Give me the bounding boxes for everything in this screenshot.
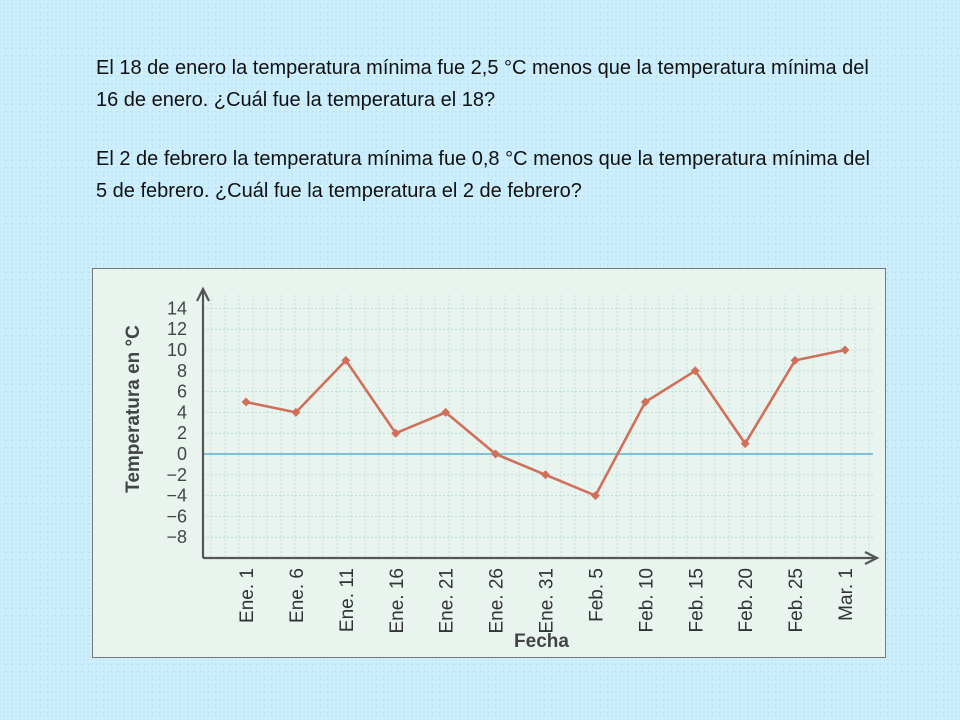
data-point bbox=[640, 397, 650, 407]
y-tick-label: 0 bbox=[177, 444, 187, 464]
y-tick-label: 2 bbox=[177, 423, 187, 443]
x-tick-label: Ene. 31 bbox=[537, 568, 558, 634]
x-tick-label: Feb. 20 bbox=[736, 568, 757, 632]
y-tick-label: −4 bbox=[166, 486, 187, 506]
y-tick-label: −6 bbox=[166, 506, 187, 526]
x-tick-label: Feb. 5 bbox=[586, 568, 607, 622]
data-point bbox=[541, 470, 550, 480]
x-tick-label: Ene. 6 bbox=[287, 568, 308, 623]
x-tick-label: Ene. 21 bbox=[437, 568, 458, 634]
y-tick-label: −8 bbox=[166, 527, 187, 547]
x-tick-label: Feb. 15 bbox=[686, 568, 707, 632]
data-point bbox=[241, 397, 251, 407]
x-tick-label: Ene. 26 bbox=[487, 568, 508, 634]
data-point bbox=[291, 407, 301, 417]
y-tick-label: 10 bbox=[167, 340, 187, 360]
x-tick-label: Ene. 1 bbox=[237, 568, 258, 623]
y-axis-title: Temperatura en °C bbox=[123, 325, 144, 493]
temperature-chart: 14 12 10 8 6 4 2 0 −2 −4 −6 −8 Temperatura en °C Ene.… bbox=[92, 268, 886, 658]
data-point bbox=[790, 355, 800, 365]
x-tick-label: Feb. 10 bbox=[636, 568, 657, 632]
y-tick-label: 4 bbox=[177, 402, 187, 422]
y-tick-label: −2 bbox=[166, 465, 187, 485]
x-tick-label: Ene. 11 bbox=[337, 568, 358, 632]
data-point bbox=[840, 345, 850, 355]
y-tick-label: 14 bbox=[167, 298, 187, 318]
y-tick-label: 12 bbox=[167, 319, 187, 339]
data-point bbox=[441, 407, 451, 417]
x-tick-label: Mar. 1 bbox=[836, 568, 857, 621]
data-point bbox=[740, 439, 750, 449]
data-point bbox=[391, 428, 401, 438]
question-2-text: El 2 de febrero la temperatura mínima fu… bbox=[96, 148, 870, 202]
y-tick-label: 6 bbox=[177, 382, 187, 402]
x-axis-title: Fecha bbox=[514, 631, 569, 652]
y-axis-arrow-icon bbox=[196, 286, 210, 302]
x-tick-label: Ene. 16 bbox=[387, 568, 408, 634]
question-1-text: El 18 de enero la temperatura mínima fue… bbox=[96, 57, 869, 111]
x-tick-label: Feb. 25 bbox=[786, 568, 807, 632]
data-point bbox=[690, 366, 700, 376]
y-tick-label: 8 bbox=[177, 361, 187, 381]
data-point bbox=[491, 449, 501, 459]
data-point bbox=[341, 355, 351, 365]
data-point bbox=[590, 491, 600, 501]
x-axis-arrow-icon bbox=[864, 551, 880, 565]
